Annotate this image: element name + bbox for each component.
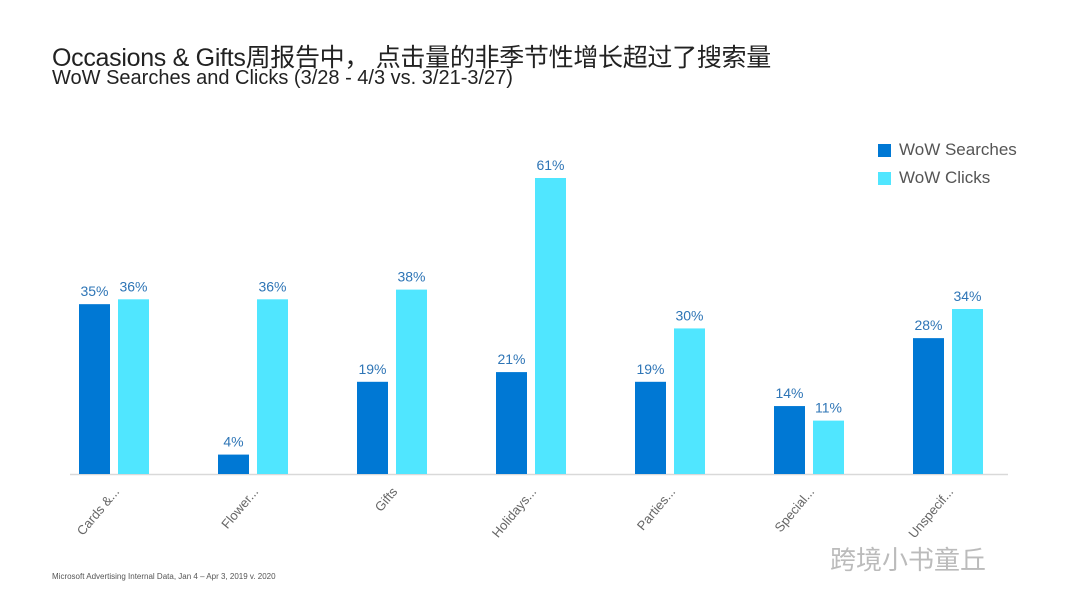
bar-searches xyxy=(913,338,944,474)
page-title: Occasions & Gifts周报告中， 点击量的非季节性增长超过了搜索量 xyxy=(52,44,771,72)
data-label: 35% xyxy=(80,283,108,299)
chart-subtitle: WoW Searches and Clicks (3/28 - 4/3 vs. … xyxy=(52,67,513,89)
bar-clicks xyxy=(396,289,427,474)
data-label: 34% xyxy=(953,288,981,304)
data-label: 21% xyxy=(497,351,525,367)
x-tick-label: Cards &... xyxy=(74,484,123,538)
footnote: Microsoft Advertising Internal Data, Jan… xyxy=(52,572,276,581)
legend-label-clicks: WoW Clicks xyxy=(899,168,991,187)
legend-item-searches: WoW Searches xyxy=(878,136,1017,164)
bar-clicks xyxy=(118,299,149,474)
data-label: 61% xyxy=(536,157,564,173)
bar-searches xyxy=(496,372,527,474)
bar-clicks xyxy=(813,420,844,474)
legend-label-searches: WoW Searches xyxy=(899,140,1017,159)
bar-searches xyxy=(774,406,805,474)
x-tick-label: Special... xyxy=(771,484,817,535)
watermark-text: 跨境小书童丘 xyxy=(830,545,987,575)
data-label: 30% xyxy=(675,307,703,323)
bar-searches xyxy=(635,381,666,474)
legend-item-clicks: WoW Clicks xyxy=(878,164,1017,192)
x-tick-label: Holidays... xyxy=(489,484,540,540)
bar-clicks xyxy=(674,328,705,474)
bar-clicks xyxy=(257,299,288,474)
bar-searches xyxy=(357,381,388,474)
legend-swatch-searches xyxy=(878,143,891,157)
data-label: 38% xyxy=(397,269,425,285)
data-label: 11% xyxy=(815,400,842,416)
bar-clicks xyxy=(952,309,983,474)
legend: WoW Searches WoW Clicks xyxy=(878,136,1017,192)
data-label: 36% xyxy=(258,278,286,294)
x-tick-label: Parties... xyxy=(634,484,678,533)
x-tick-label: Unspecif... xyxy=(905,484,956,541)
data-label: 4% xyxy=(223,434,243,450)
bar-searches xyxy=(218,454,249,474)
data-label: 28% xyxy=(914,317,942,333)
bar-clicks xyxy=(535,178,566,474)
x-tick-label: Gifts xyxy=(372,484,401,514)
data-label: 36% xyxy=(119,278,147,294)
data-label: 19% xyxy=(636,361,664,377)
legend-swatch-clicks xyxy=(878,171,891,185)
bar-searches xyxy=(79,304,110,474)
data-label: 19% xyxy=(358,361,386,377)
data-label: 14% xyxy=(775,385,803,401)
x-tick-label: Flower... xyxy=(218,484,261,531)
